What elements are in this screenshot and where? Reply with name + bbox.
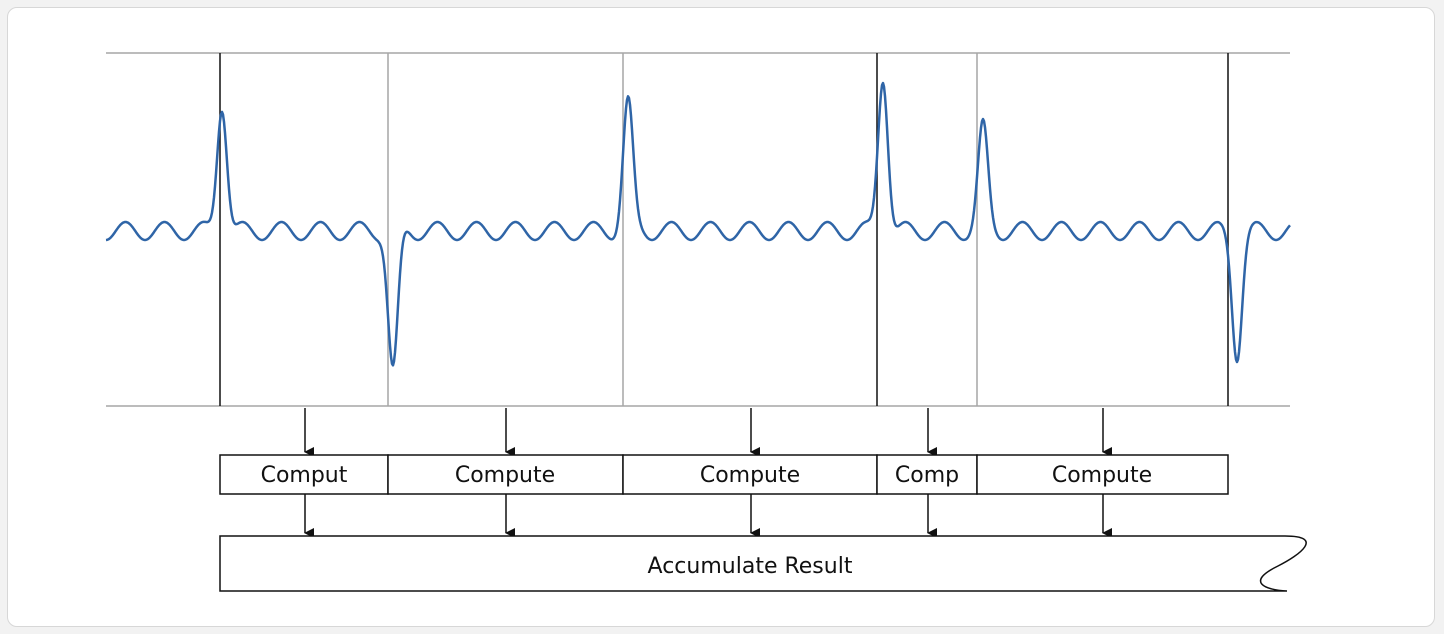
compute-box: Comput [219,454,389,495]
compute-box-outline [219,454,389,495]
compute-box-outline [876,454,978,495]
compute-box-label: Compute [700,463,800,488]
signal-waveform [105,81,1291,367]
compute-box-label: Comp [895,463,959,488]
compute-box: Compute [622,454,878,495]
compute-box-label: Compute [455,463,555,488]
accumulate-box-outline [219,535,1307,592]
compute-box-label: Compute [1052,463,1152,488]
compute-box-outline [622,454,878,495]
accumulate-box-label: Accumulate Result [648,554,853,579]
compute-row: Comput Compute Compute Comp Compute [219,454,1229,495]
arrows-to-compute [304,408,1112,457]
arrows-to-accumulate [304,494,1112,538]
compute-box: Compute [976,454,1229,495]
compute-box: Compute [387,454,624,495]
segment-boundaries [219,53,1229,406]
compute-box: Comp [876,454,978,495]
diagram-frame [7,7,1435,627]
compute-box-label: Comput [261,463,348,488]
compute-box-outline [387,454,624,495]
accumulate-box: Accumulate Result [219,535,1307,592]
